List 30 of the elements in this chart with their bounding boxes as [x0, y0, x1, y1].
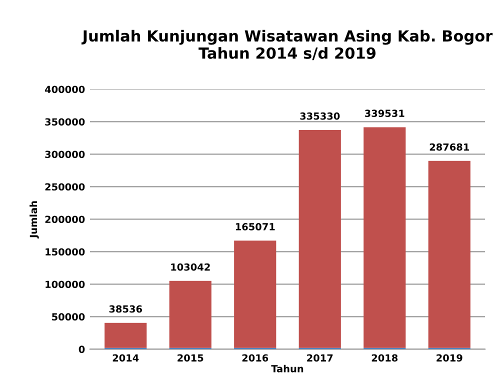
- x-tick-label: 2018: [372, 354, 398, 362]
- data-label: 335330: [300, 112, 340, 120]
- data-label: 339531: [364, 110, 404, 118]
- y-tick-label: 100000: [46, 280, 85, 288]
- x-tick-label: 2019: [436, 354, 462, 362]
- bar: [234, 240, 276, 348]
- data-label: 103042: [171, 263, 210, 271]
- x-tick-label: 2015: [178, 354, 204, 362]
- y-tick-label: 400000: [44, 86, 85, 94]
- y-tick-label: 250000: [45, 183, 85, 191]
- y-tick-label: 50000: [52, 313, 85, 321]
- x-axis-title: Tahun: [271, 364, 304, 372]
- data-label: 165071: [236, 223, 275, 230]
- y-axis-title: Jumlah: [30, 201, 39, 239]
- x-tick-label: 2017: [307, 354, 333, 362]
- x-tick-label: 2016: [242, 354, 268, 362]
- y-tick-label: 350000: [45, 118, 85, 126]
- bar: [298, 130, 341, 348]
- y-tick-label: 300000: [45, 150, 85, 158]
- bar: [364, 127, 406, 348]
- data-label: 38536: [109, 305, 142, 313]
- chart-title: Jumlah Kunjungan Wisatawan Asing Kab. Bogor Tahun 2014 s/d 2019: [81, 30, 493, 60]
- data-label: 287681: [430, 143, 470, 151]
- y-tick-label: 200000: [45, 216, 85, 224]
- bar: [104, 322, 147, 348]
- x-tick-label: 2014: [112, 354, 139, 362]
- y-tick-label: 150000: [46, 248, 85, 256]
- y-tick-label: 0: [78, 346, 85, 354]
- bar: [169, 280, 212, 348]
- bar: [428, 160, 470, 348]
